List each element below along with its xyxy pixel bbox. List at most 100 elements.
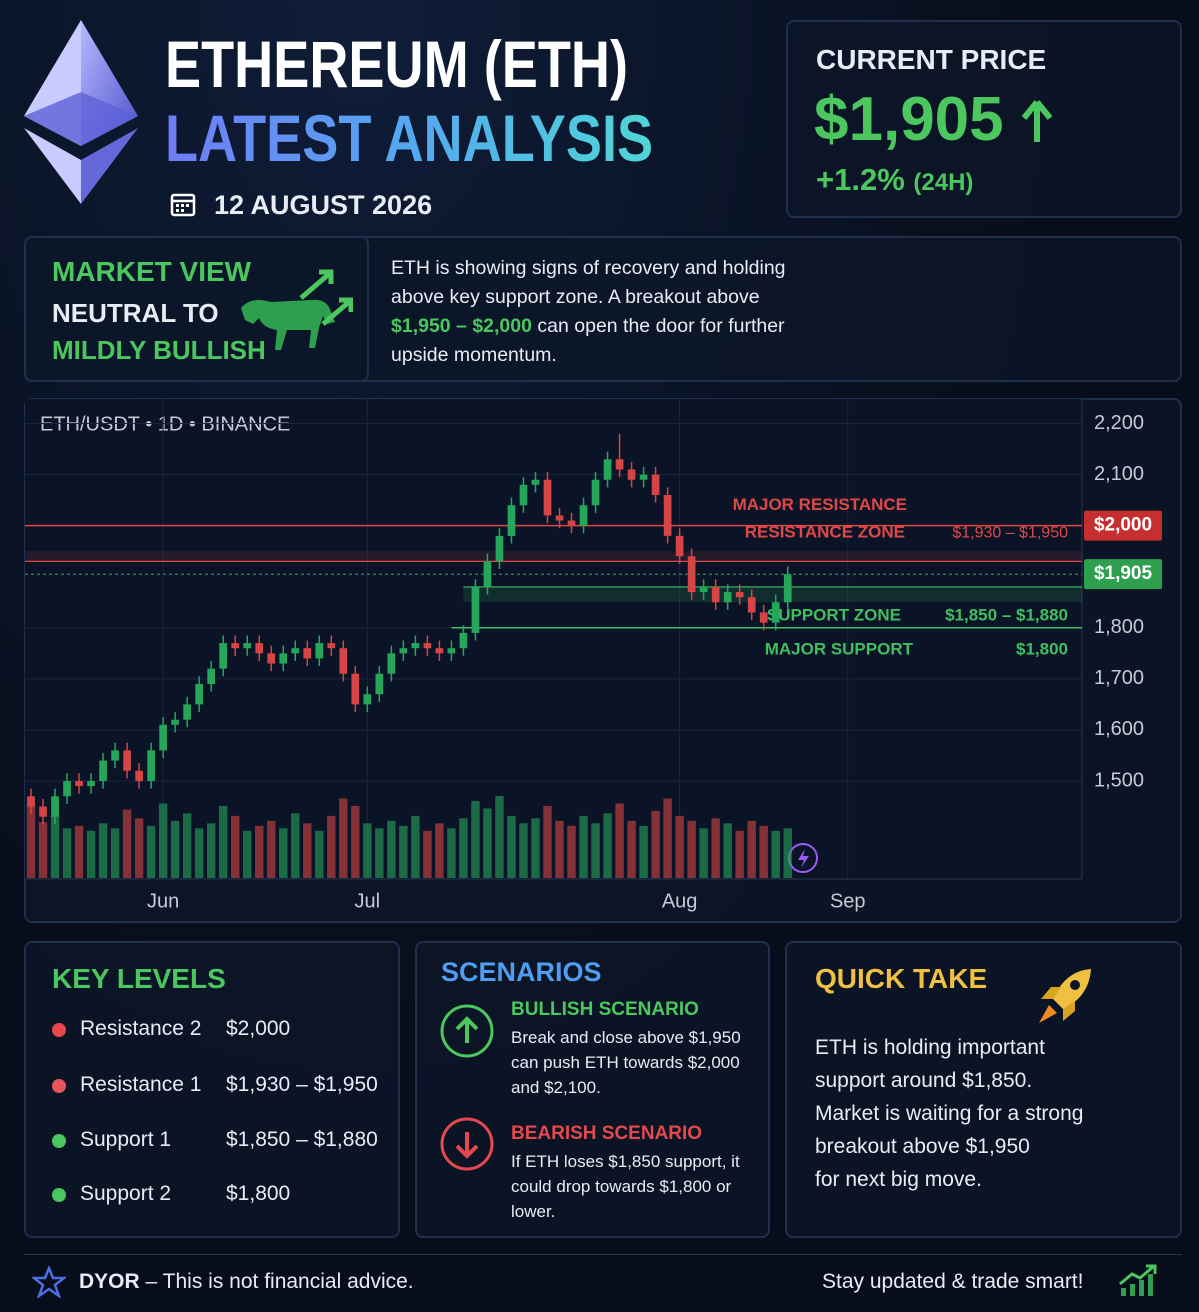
resistance-zone bbox=[25, 551, 1082, 562]
candle-body bbox=[171, 719, 179, 725]
volume-bar bbox=[387, 820, 396, 878]
volume-bar bbox=[206, 823, 216, 878]
volume-bar bbox=[134, 818, 144, 878]
volume-bar bbox=[194, 828, 204, 878]
volume-bar bbox=[675, 815, 684, 878]
chart-source: ETH/USDT • 1D • BINANCE bbox=[40, 413, 290, 435]
volume-bar bbox=[327, 815, 336, 878]
disclaimer-text: – This is not financial advice. bbox=[145, 1270, 414, 1293]
volume-bar bbox=[230, 815, 240, 878]
candle-body bbox=[351, 673, 360, 705]
title-line2: LATEST ANALYSIS bbox=[165, 101, 654, 175]
volume-bar bbox=[38, 822, 48, 878]
bearish-icon bbox=[440, 1117, 494, 1171]
y-tick-label: 1,600 bbox=[1094, 718, 1144, 740]
line: breakout above $1,950 bbox=[815, 1135, 1030, 1158]
footer-rule bbox=[24, 1254, 1182, 1255]
price-label: CURRENT PRICE bbox=[816, 44, 1047, 75]
volume-bar bbox=[267, 820, 276, 878]
volume-bar bbox=[567, 825, 576, 878]
volume-bar bbox=[86, 830, 96, 878]
level-name: Support 2 bbox=[80, 1182, 172, 1205]
candle-body bbox=[27, 796, 35, 807]
volume-bar bbox=[747, 820, 756, 878]
chart: ETH/USDT • 1D • BINANCE 1,500 1,600 1,700 1… bbox=[25, 398, 1162, 912]
candle-body bbox=[399, 648, 408, 654]
level-name: MAJOR SUPPORT bbox=[765, 639, 914, 658]
line: for next big move. bbox=[815, 1168, 982, 1191]
volume-bar bbox=[555, 820, 564, 878]
volume-bar bbox=[783, 828, 792, 878]
volume-bar bbox=[723, 823, 732, 878]
candle-body bbox=[723, 592, 732, 603]
candle-body bbox=[327, 643, 336, 649]
level-value: $1,800 bbox=[1016, 639, 1068, 658]
volume-bar bbox=[639, 825, 648, 878]
candle-body bbox=[699, 586, 708, 593]
level-range: $1,850 – $1,880 bbox=[945, 606, 1068, 625]
volume-bar bbox=[735, 830, 744, 878]
level-name: Resistance 2 bbox=[80, 1017, 202, 1040]
volume-bar bbox=[459, 818, 468, 878]
volume-bar bbox=[483, 808, 492, 878]
volume-bar bbox=[507, 815, 516, 878]
y-tick-label: 1,500 bbox=[1094, 769, 1144, 791]
volume-bar bbox=[399, 825, 408, 878]
candle-body bbox=[315, 643, 324, 659]
candle-body bbox=[783, 574, 792, 603]
candle-body bbox=[219, 643, 228, 669]
candle-body bbox=[231, 643, 240, 649]
scenario-text: Break and close above $1,950 can push ET… bbox=[511, 1028, 741, 1097]
candle-body bbox=[627, 469, 636, 480]
candle-body bbox=[663, 495, 672, 536]
volume-bar bbox=[375, 828, 384, 878]
candle-body bbox=[519, 484, 528, 506]
candle-body bbox=[651, 474, 660, 496]
x-tick-label: Aug bbox=[662, 890, 698, 912]
candle-body bbox=[123, 750, 131, 771]
market-view-text: ETH is showing signs of recovery and hol… bbox=[391, 254, 801, 370]
volume-bar bbox=[170, 820, 180, 878]
candle-body bbox=[423, 643, 432, 649]
candle-body bbox=[639, 474, 648, 480]
volume-bar bbox=[351, 805, 360, 878]
price-change: +1.2% (24H) bbox=[816, 162, 973, 198]
volume-bar bbox=[651, 810, 660, 878]
y-tick-label: 2,200 bbox=[1094, 412, 1144, 434]
candle-body bbox=[375, 673, 384, 695]
volume-bar bbox=[74, 825, 84, 878]
volume-bar bbox=[531, 818, 540, 878]
market-view-line1: NEUTRAL TO bbox=[52, 298, 219, 328]
volume-bar bbox=[218, 805, 228, 878]
volume-bar bbox=[303, 823, 312, 878]
plot-area bbox=[25, 399, 1082, 879]
candle-body bbox=[195, 683, 204, 705]
volume-bar bbox=[279, 828, 288, 878]
quick-take-title: QUICK TAKE bbox=[815, 963, 988, 994]
candle-body bbox=[579, 505, 588, 526]
volume-bar bbox=[495, 796, 504, 878]
volume-bar bbox=[411, 815, 420, 878]
candle-body bbox=[471, 586, 480, 633]
bullish-icon bbox=[440, 1004, 494, 1058]
level-value: $1,930 – $1,950 bbox=[226, 1073, 378, 1096]
volume-bar bbox=[50, 815, 60, 878]
y-tick-label: 1,800 bbox=[1094, 616, 1144, 638]
lightning-icon bbox=[798, 849, 809, 868]
candle-body bbox=[495, 535, 504, 562]
market-view-box: MARKET VIEW NEUTRAL TO MILDLY BULLISH bbox=[24, 236, 369, 382]
candle-body bbox=[207, 668, 216, 684]
dot bbox=[52, 1188, 66, 1202]
candle-body bbox=[711, 586, 720, 603]
candle-body bbox=[183, 704, 191, 720]
volume-bar bbox=[110, 828, 120, 878]
scenarios-panel: SCENARIOS BULLISH SCENARIO Break and clo… bbox=[415, 941, 770, 1238]
star-icon bbox=[32, 1266, 66, 1298]
price-tag bbox=[1084, 559, 1162, 590]
level-name: MAJOR RESISTANCE bbox=[733, 495, 907, 514]
volume-bar bbox=[122, 809, 132, 878]
candle-body bbox=[39, 806, 47, 817]
rocket-icon bbox=[1039, 969, 1091, 1023]
calendar-icon bbox=[170, 193, 196, 217]
level-range: $1,930 – $1,950 bbox=[952, 524, 1068, 541]
